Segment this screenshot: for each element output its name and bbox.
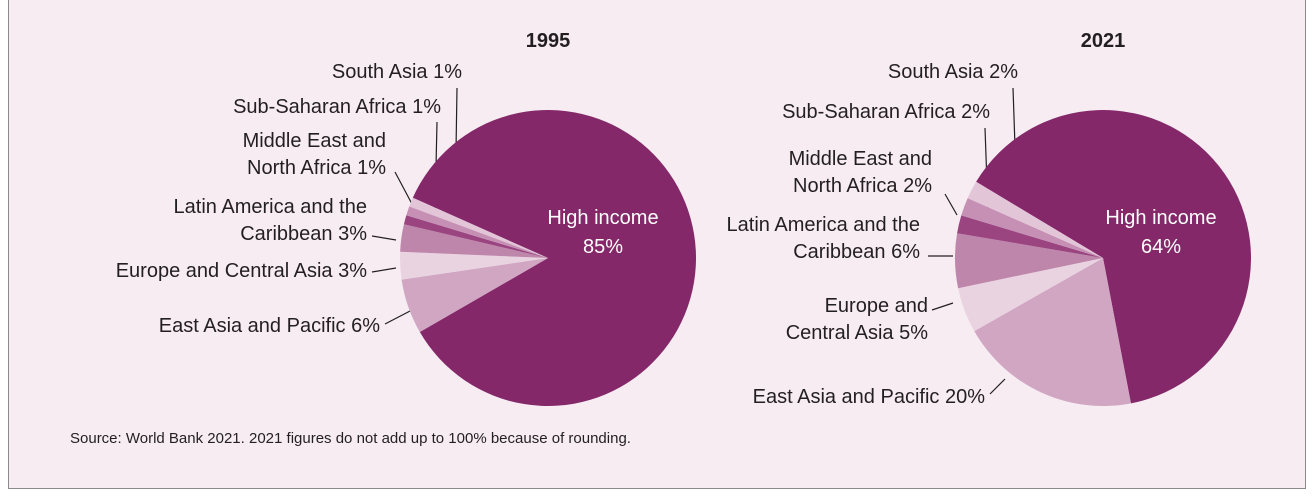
category-label: East Asia and Pacific (158, 315, 346, 337)
pie-slice (955, 233, 1103, 289)
category-label: High income (547, 207, 659, 229)
slice-label: Latin America and the Caribbean 6% (720, 212, 920, 266)
value-label: 85% (582, 236, 624, 258)
category-label: Europe and Central Asia (785, 295, 928, 344)
source-note: Source: World Bank 2021. 2021 figures do… (70, 430, 631, 447)
value-label: 2% (903, 175, 932, 197)
slice-label: Sub-Saharan Africa 2% (782, 99, 990, 126)
pie-slice (957, 215, 1103, 258)
pie-slice (403, 215, 548, 258)
pie-slice (400, 224, 548, 258)
value-label: 1% (357, 157, 386, 179)
value-label: 3% (338, 260, 367, 282)
category-label: East Asia and Pacific (752, 386, 940, 408)
category-label: Sub-Saharan Africa (233, 96, 407, 118)
value-label: 1% (412, 96, 441, 118)
value-label: 20% (944, 386, 985, 408)
arrow (931, 302, 954, 311)
category-label: South Asia (331, 61, 428, 83)
slice-label: High income 64% (1081, 204, 1241, 262)
slice-label: Europe and Central Asia 5% (758, 293, 928, 347)
category-label: South Asia (887, 61, 984, 83)
category-label: Sub-Saharan Africa (782, 101, 956, 123)
slice-label: Latin America and the Caribbean 3% (167, 194, 367, 248)
chart-title: 2021 (1080, 30, 1126, 52)
value-label: 64% (1140, 236, 1182, 258)
category-label: High income (1105, 207, 1217, 229)
slice-label: High income 85% (523, 204, 683, 262)
slice-label: Middle East and North Africa 2% (747, 146, 932, 200)
category-label: Latin America and the Caribbean (173, 196, 367, 245)
pie-slice (958, 258, 1103, 332)
pie-slice (401, 258, 548, 332)
pie-slice (976, 110, 1251, 404)
value-label: 2% (989, 61, 1018, 83)
slice-label: East Asia and Pacific 6% (159, 313, 380, 340)
value-label: 6% (351, 315, 380, 337)
arrow (371, 235, 397, 241)
pie-slice (406, 206, 548, 258)
category-label: Middle East and North Africa (788, 148, 932, 197)
arrow (394, 171, 413, 205)
pie-slice (967, 181, 1103, 258)
slice-label: Sub-Saharan Africa 1% (233, 94, 441, 121)
slice-label: East Asia and Pacific 20% (753, 384, 985, 411)
slice-label: Europe and Central Asia 3% (116, 258, 367, 285)
arrow (371, 267, 397, 273)
slice-label: South Asia 2% (888, 59, 1018, 86)
pie-slice (400, 251, 548, 280)
category-label: Middle East and North Africa (242, 130, 386, 179)
category-label: Latin America and the Caribbean (726, 214, 920, 263)
slice-label: South Asia 1% (332, 59, 462, 86)
pie-slice (974, 258, 1131, 406)
category-label: Europe and Central Asia (115, 260, 333, 282)
value-label: 1% (433, 61, 462, 83)
arrow (944, 193, 958, 216)
value-label: 6% (891, 241, 920, 263)
arrow (384, 309, 413, 325)
arrow (989, 378, 1006, 395)
pie-slice (961, 198, 1103, 258)
slice-label: Middle East and North Africa 1% (201, 128, 386, 182)
value-label: 5% (899, 322, 928, 344)
value-label: 2% (961, 101, 990, 123)
pie-slice (412, 109, 696, 406)
pie-slice (409, 197, 548, 258)
value-label: 3% (338, 223, 367, 245)
chart-title: 1995 (525, 30, 571, 52)
